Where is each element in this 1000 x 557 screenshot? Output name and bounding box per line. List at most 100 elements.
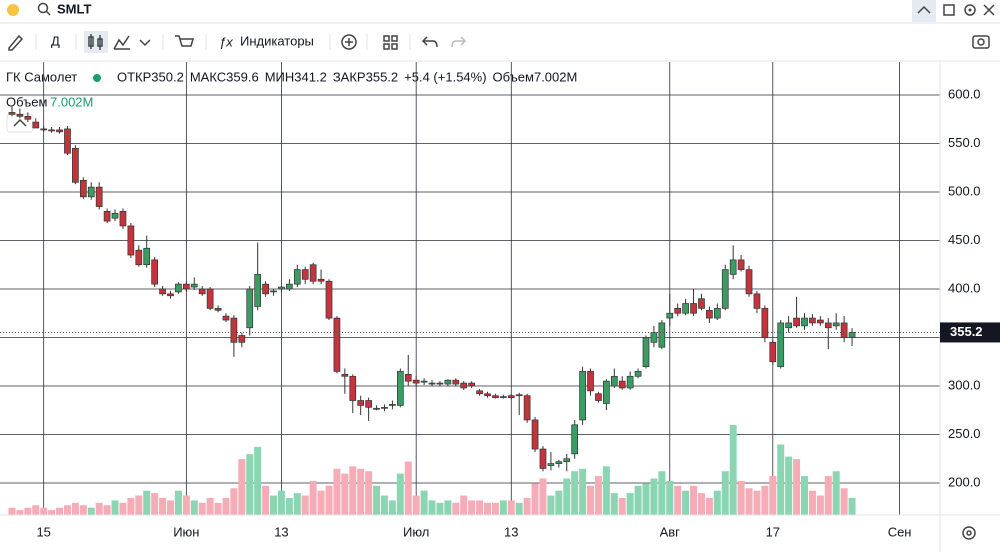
volume-bar (650, 478, 658, 515)
volume-bar (785, 456, 793, 515)
volume-bar (309, 480, 317, 515)
screenshot-icon[interactable] (972, 35, 990, 49)
volume-bar (793, 459, 801, 515)
legend: ОТКР 350.2 МАКС 359.6 МИН 341.2 ЗАКР 355.2 +5.4 … (117, 69, 577, 84)
candle-body (238, 335, 246, 343)
volume-bar (499, 500, 507, 515)
cart-icon[interactable] (175, 35, 194, 47)
candle-body (293, 269, 301, 285)
volume-bar (705, 497, 713, 515)
volume-bar (254, 446, 262, 515)
volume-bar (737, 480, 745, 515)
chart-style[interactable] (113, 35, 130, 50)
volume-bar (404, 461, 412, 515)
volume-bar (690, 485, 698, 515)
volume-bar (634, 485, 642, 515)
volume-bar (468, 500, 476, 515)
candle-body (206, 288, 214, 309)
settings-icon[interactable] (964, 4, 976, 16)
volume-bar (32, 505, 40, 515)
candle-body (325, 280, 333, 319)
candle-body (270, 290, 277, 293)
x-tick-label: 13 (504, 524, 518, 539)
last-price-label: 355.2 (950, 324, 983, 339)
volume-bar (119, 502, 127, 515)
add-icon[interactable] (341, 34, 357, 50)
layout-icon[interactable] (383, 35, 398, 50)
y-tick-label: 300.0 (948, 377, 981, 392)
candle-body (159, 288, 166, 295)
volume-bar (428, 500, 436, 515)
candle-body (492, 395, 499, 398)
candle-body (79, 179, 87, 198)
volume-bar (753, 490, 761, 515)
candle-body (167, 293, 174, 297)
y-tick-label: 450.0 (948, 232, 981, 247)
x-tick-label: 15 (36, 524, 50, 539)
redo-icon[interactable] (451, 36, 467, 48)
volume-bar (642, 483, 650, 515)
grid (0, 62, 940, 515)
candle-body (793, 317, 800, 327)
fullscreen-icon[interactable] (943, 4, 955, 16)
volume-bar (436, 502, 444, 515)
legend-label: Объем (493, 69, 534, 84)
indicators-button[interactable]: Индикаторы (240, 33, 314, 48)
volume-bar (159, 497, 167, 515)
collapse-button[interactable] (912, 0, 936, 22)
candle-body (737, 259, 745, 270)
search-icon[interactable] (37, 2, 51, 16)
candle-body (143, 247, 151, 266)
candle-body (832, 322, 840, 327)
candle-body (373, 407, 380, 410)
volume-bar (190, 500, 198, 515)
candle-body (262, 283, 269, 295)
candle-body (183, 283, 190, 290)
candle-body (658, 322, 666, 348)
volume-bar (143, 490, 151, 515)
legend-value: 350.2 (151, 69, 184, 84)
candle-body (515, 394, 523, 397)
volume-bar (317, 490, 325, 515)
candle-body (286, 283, 293, 290)
volume-bar (824, 476, 832, 515)
volume-bar (206, 497, 214, 515)
close-icon[interactable] (983, 4, 995, 16)
candle-body (381, 406, 388, 409)
candles-button[interactable] (84, 31, 108, 53)
settings-button[interactable] (962, 526, 976, 540)
candle-body (571, 424, 579, 455)
volume-bar (491, 502, 499, 515)
candle-body (357, 400, 365, 406)
volume-bar (444, 500, 452, 515)
volume-bar (808, 490, 816, 515)
candle-body (777, 322, 785, 367)
volume-bar (103, 505, 111, 515)
candle-body (729, 259, 737, 275)
candle-body (595, 393, 602, 401)
volume-bar (579, 468, 587, 515)
interval-button[interactable]: Д (51, 33, 60, 48)
volume-bar (277, 490, 285, 515)
candles-icon (88, 34, 103, 50)
candle-body (603, 380, 610, 404)
volume-bar (87, 507, 95, 515)
undo-icon[interactable] (421, 36, 438, 48)
chart-style-dropdown[interactable] (139, 39, 151, 47)
volume-bar (262, 485, 270, 515)
candle-body (72, 147, 79, 183)
ticker[interactable]: SMLT (57, 1, 91, 16)
volume-bar (452, 502, 460, 515)
x-tick-label: Июл (403, 524, 429, 539)
volume-legend-value: 7.002M (50, 94, 93, 109)
volume-bar (777, 444, 785, 515)
volume-bar (349, 466, 357, 515)
candle-body (587, 371, 594, 392)
y-tick-label: 500.0 (948, 183, 981, 198)
draw-tool[interactable] (8, 34, 24, 51)
volume-bar (713, 490, 721, 515)
volume-bar (56, 507, 64, 515)
candle-body (801, 317, 808, 327)
volume-bar (658, 471, 666, 515)
candle-body (690, 303, 697, 314)
